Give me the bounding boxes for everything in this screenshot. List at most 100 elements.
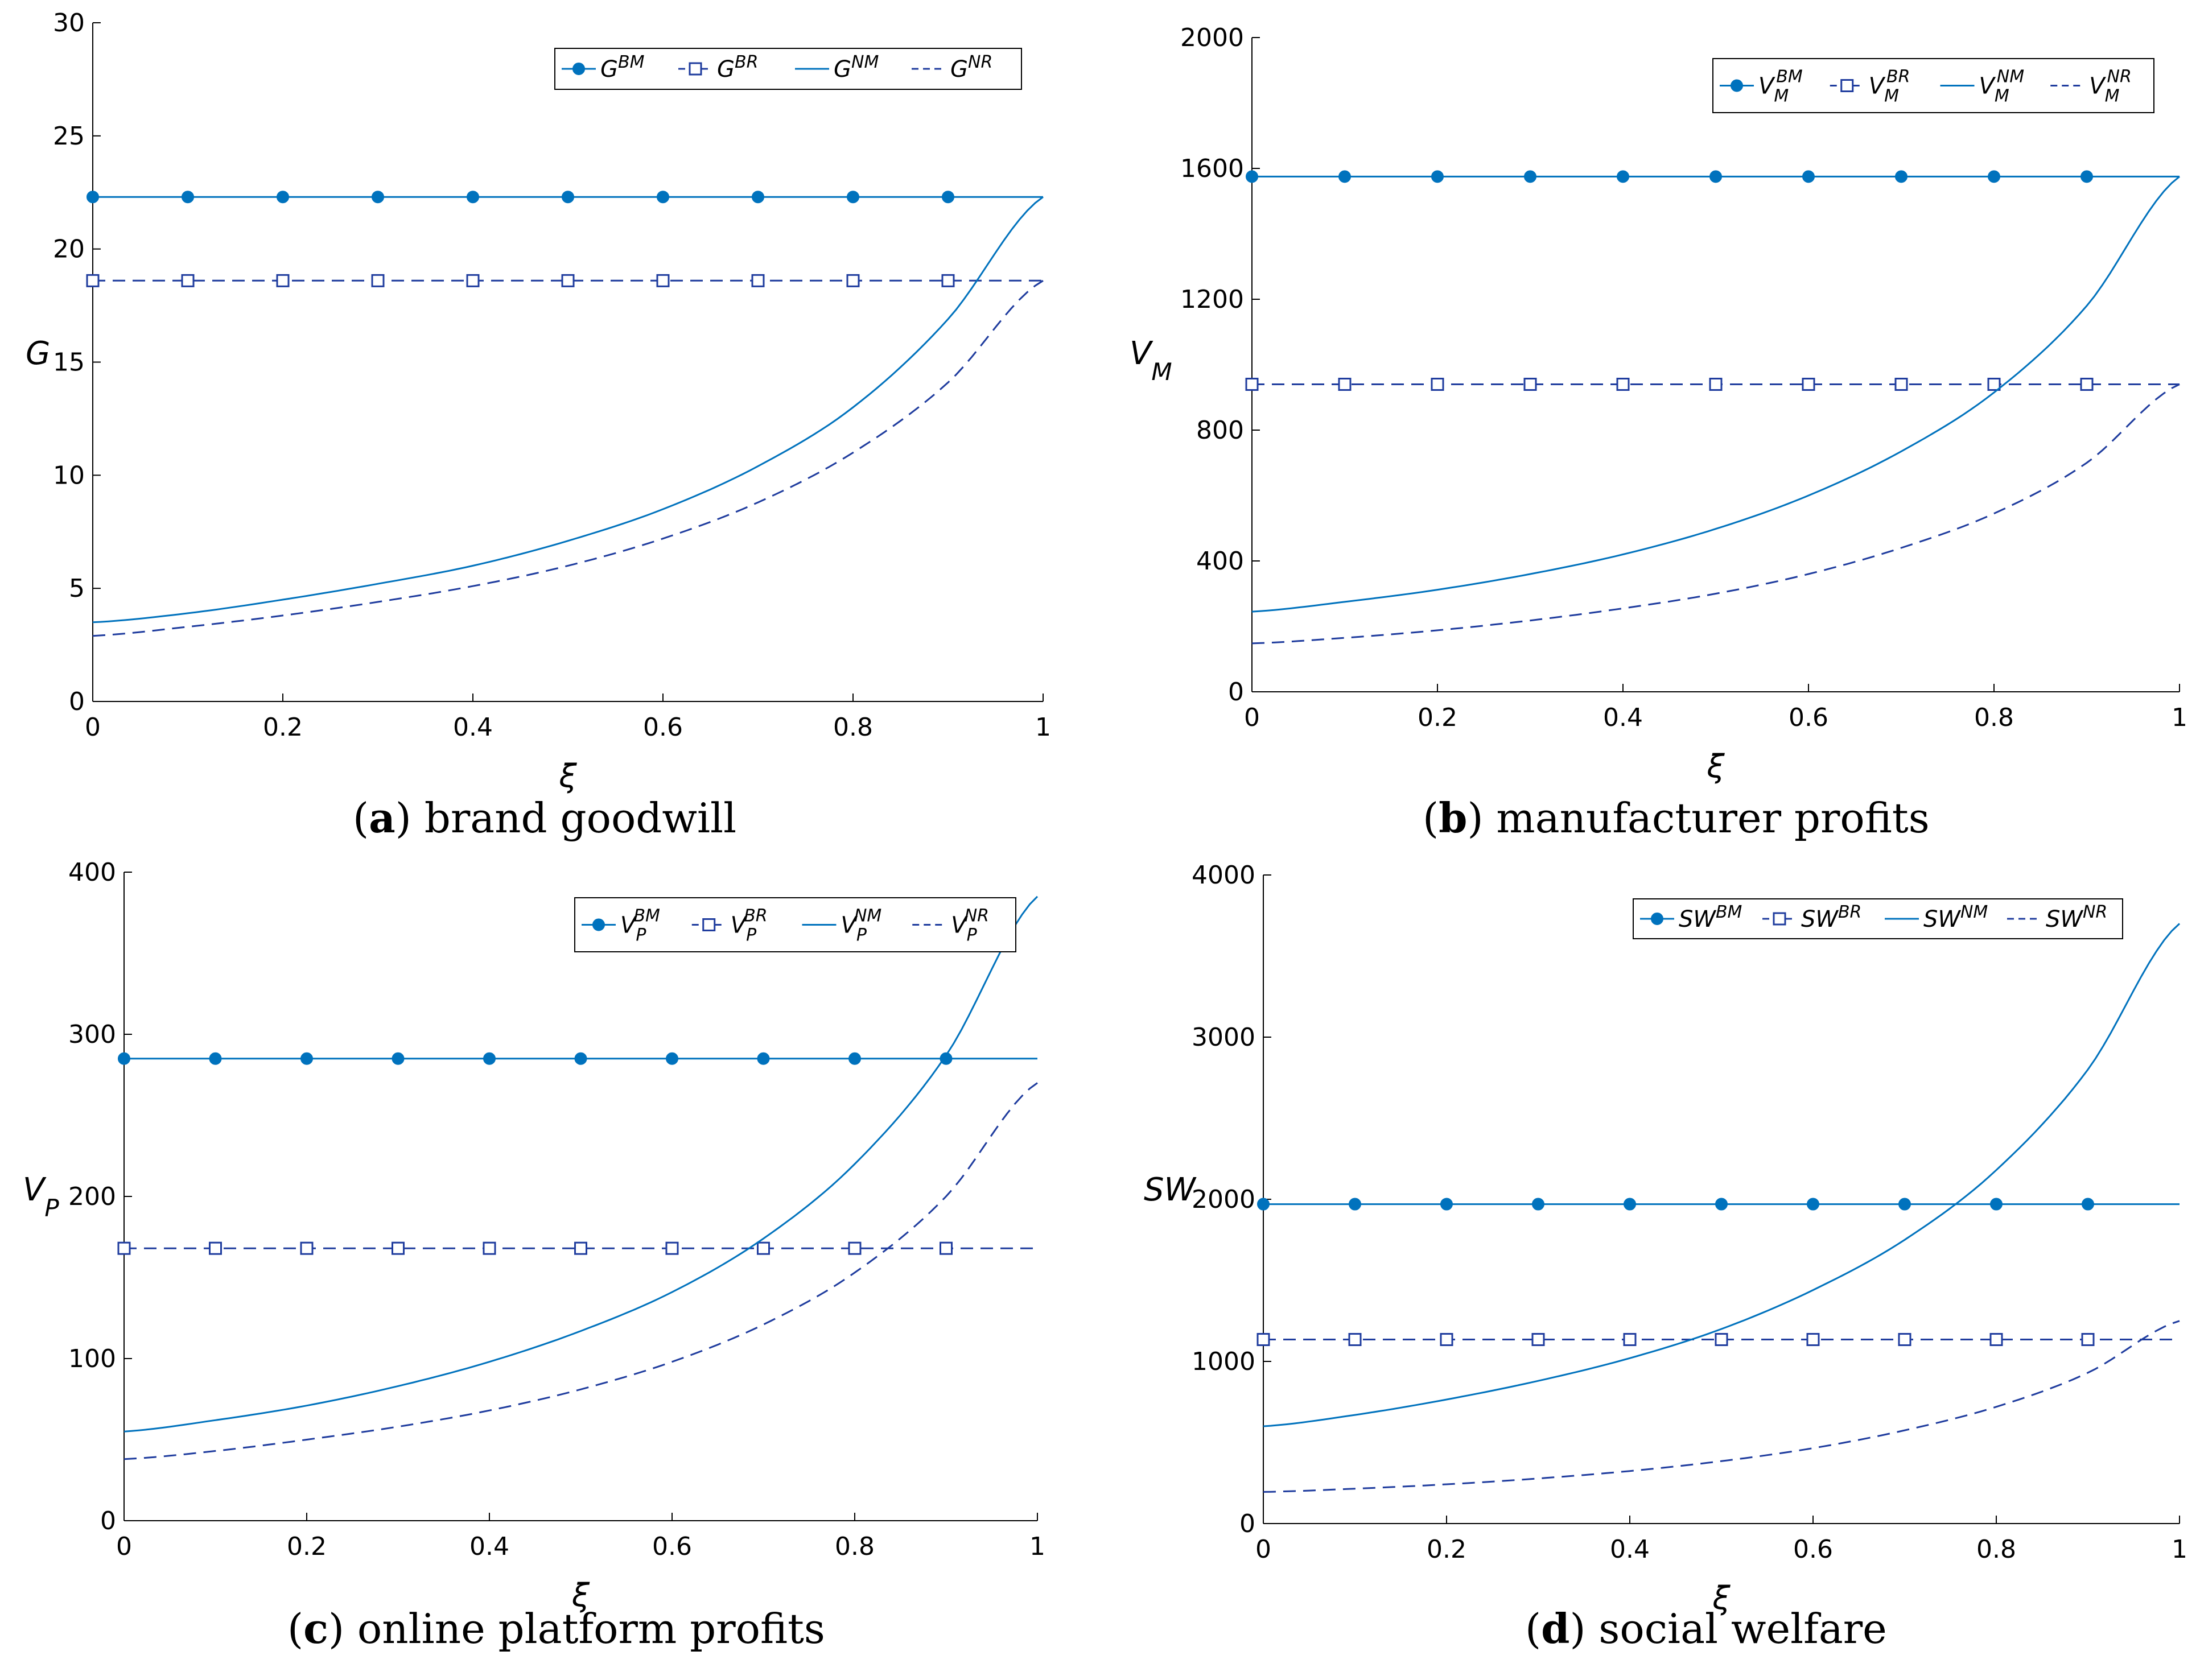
data-point-BR [1806, 1333, 1820, 1347]
data-point-BR [181, 274, 195, 287]
y-tick-label: 300 [68, 1020, 116, 1049]
x-tick-label: 1 [2172, 703, 2187, 732]
data-point-BM [1338, 170, 1351, 183]
data-point-BM [666, 1052, 678, 1065]
y-tick-label: 2000 [1192, 1185, 1255, 1214]
legend-label-sup: BM [1776, 67, 1803, 87]
data-point-BR [1431, 378, 1444, 391]
data-point-BR [656, 274, 670, 287]
x-axis-label: ξ [1706, 748, 1725, 785]
data-point-BM [562, 191, 574, 204]
data-point-BM [757, 1052, 770, 1065]
caption-letter-b: b [1439, 794, 1468, 842]
data-point-BM [392, 1052, 405, 1065]
y-tick-label: 30 [53, 9, 85, 38]
data-point-BM [300, 1052, 313, 1065]
legend-label-sup: BM [618, 52, 645, 72]
legend-label-sup: BM [1716, 902, 1742, 922]
data-point-BM [1349, 1198, 1361, 1211]
legend-label-sup: BM [633, 906, 660, 926]
data-point-BM [1990, 1198, 2003, 1211]
y-tick-label: 100 [68, 1344, 116, 1373]
series-BR [1256, 1333, 2180, 1347]
legend: VPBM VPBR VPNM VPNR [574, 897, 1016, 952]
y-tick-label: 2000 [1180, 23, 1244, 52]
y-tick-label: 1600 [1180, 154, 1244, 183]
series-BR [1245, 378, 2180, 391]
legend-label-sup: NR [2107, 67, 2132, 87]
x-tick-label: 0.6 [1793, 1535, 1833, 1564]
data-point-BM [118, 1052, 130, 1065]
y-tick-label: 25 [53, 122, 85, 151]
data-point-BM [1431, 170, 1444, 183]
legend-label-NM: VMNM [1979, 67, 2025, 106]
data-point-BR [848, 1241, 862, 1255]
x-tick-label: 0.2 [1427, 1535, 1466, 1564]
caption-text-c: online platform profits [344, 1605, 825, 1653]
legend-marker-BM [572, 63, 585, 75]
data-point-BM [574, 1052, 587, 1065]
legend-label-BM: VPBM [620, 906, 660, 946]
data-point-BM [2080, 170, 2093, 183]
data-point-BR [1709, 378, 1723, 391]
data-point-BM [483, 1052, 496, 1065]
series-BM [1246, 170, 2180, 183]
legend-label-BR: SWBR [1801, 902, 1861, 932]
data-point-BR [1523, 378, 1537, 391]
data-point-BM [1624, 1198, 1636, 1211]
x-tick-label: 1 [1029, 1532, 1045, 1561]
series-NR [1263, 1320, 2180, 1493]
x-tick-label: 0 [116, 1532, 132, 1561]
data-point-BR [1715, 1333, 1728, 1347]
x-axis-label: ξ [1712, 1580, 1731, 1617]
x-tick-label: 1 [1035, 713, 1051, 742]
legend-label-sub: M [1995, 86, 2009, 106]
data-point-BR [1623, 1333, 1637, 1347]
caption-a: (a) brand goodwill [353, 794, 737, 842]
y-tick-label: 1200 [1180, 285, 1244, 314]
legend-box [574, 897, 1016, 952]
series-NM [1263, 923, 2181, 1427]
x-tick-label: 0.8 [833, 713, 873, 742]
y-tick-label: 800 [1196, 416, 1244, 445]
legend-label-sup: BR [1886, 67, 1910, 87]
data-point-BR [300, 1241, 314, 1255]
data-point-BR [846, 274, 860, 287]
caption-d: (d) social welfare [1525, 1604, 1887, 1653]
data-point-BR [117, 1241, 131, 1255]
series-NR [92, 280, 1044, 637]
data-point-BM [1988, 170, 2000, 183]
data-point-BM [1715, 1198, 1728, 1211]
series-NM [123, 895, 1039, 1433]
series-line-NR [92, 280, 1044, 637]
data-point-BM [1532, 1198, 1544, 1211]
legend: SWBM SWBR SWNM SWNR [1633, 898, 2123, 939]
y-tick-label: 10 [53, 461, 85, 490]
data-point-BR [1894, 378, 1908, 391]
x-tick-label: 0.2 [1418, 703, 1457, 732]
x-tick-label: 0.8 [1974, 703, 2014, 732]
series-NR [1251, 383, 2180, 645]
series-NM [1251, 176, 2180, 613]
y-axis-label: VM [1130, 335, 1172, 386]
caption-text-d: social welfare [1585, 1605, 1887, 1653]
y-axis-label-sub: M [1151, 358, 1172, 386]
x-axis-label: ξ [558, 758, 577, 795]
data-point-BR [1987, 378, 2001, 391]
x-tick-label: 0.6 [643, 713, 683, 742]
series-line-NM [92, 196, 1044, 624]
x-tick-label: 0.8 [1976, 1535, 2016, 1564]
x-tick-label: 0 [85, 713, 101, 742]
data-point-BM [752, 191, 764, 204]
caption-text-b: manufacturer profits [1483, 794, 1930, 842]
y-axis-label-sub: P [44, 1194, 59, 1222]
data-point-BM [372, 191, 384, 204]
data-point-BR [757, 1241, 770, 1255]
legend-box [1633, 898, 2123, 939]
legend-label-sup: BR [744, 906, 767, 926]
data-point-BR [2081, 1333, 2095, 1347]
x-axis-label: ξ [571, 1577, 590, 1614]
legend-label-NR: VPNR [951, 906, 989, 946]
